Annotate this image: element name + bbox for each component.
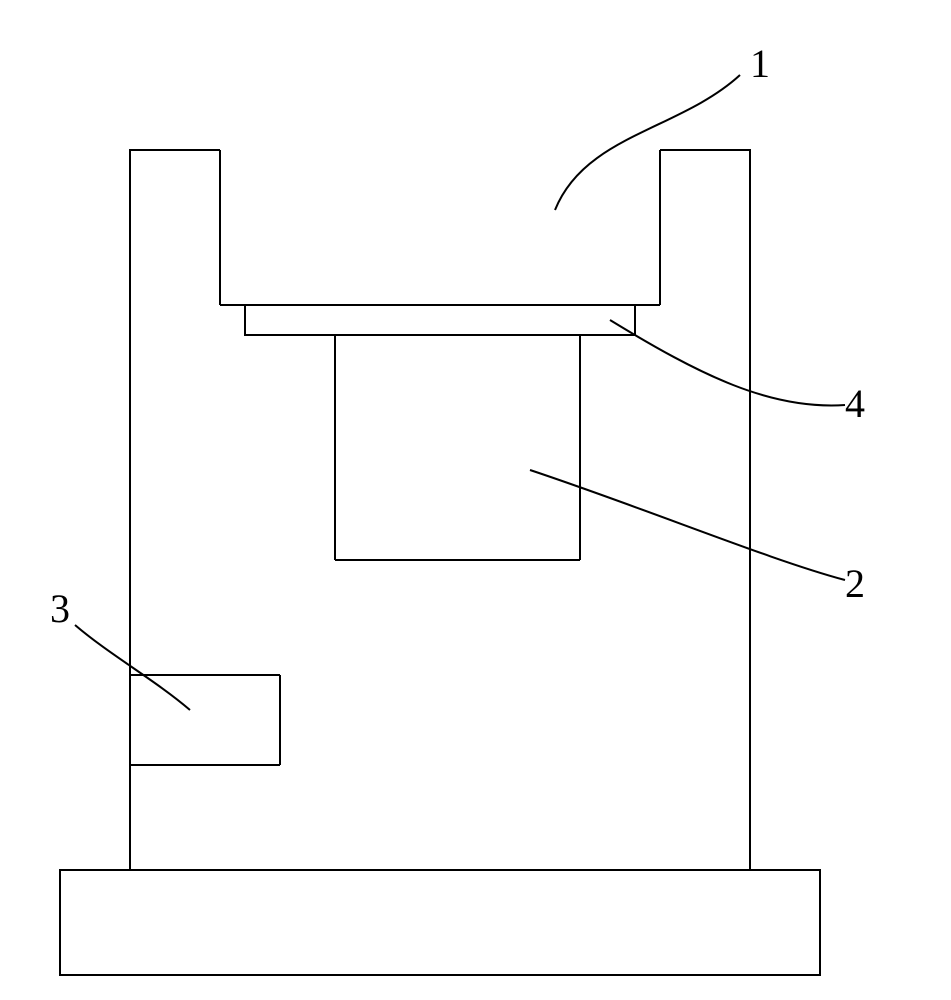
thin-plate-shape — [245, 305, 635, 335]
label-2: 2 — [845, 560, 865, 607]
label-1: 1 — [750, 40, 770, 87]
leader-4 — [610, 320, 845, 405]
leader-2 — [530, 470, 845, 580]
base-shape — [60, 870, 820, 975]
label-4: 4 — [845, 380, 865, 427]
label-3: 3 — [50, 585, 70, 632]
diagram-canvas — [0, 0, 951, 1000]
leader-3 — [75, 625, 190, 710]
top-recess-fill — [220, 148, 660, 305]
